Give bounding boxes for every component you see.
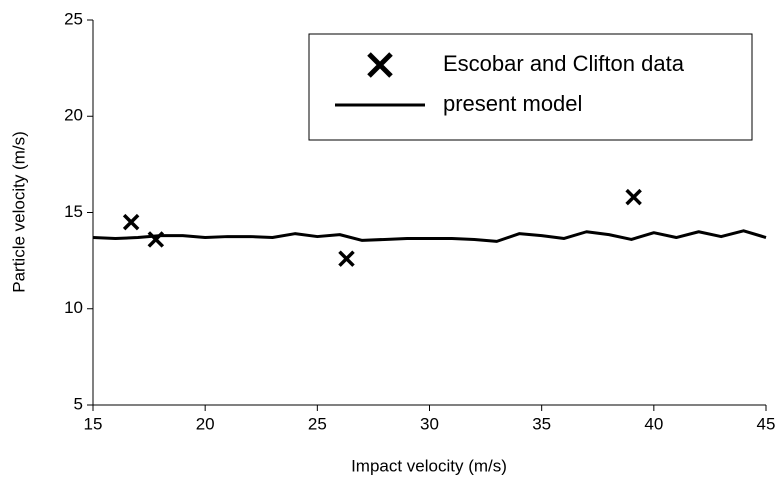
scatter-point — [338, 250, 355, 267]
x-tick-label: 35 — [532, 414, 551, 433]
x-tick-label: 20 — [196, 414, 215, 433]
model-line — [92, 229, 767, 243]
x-tick-label: 40 — [644, 414, 663, 433]
y-tick-label: 10 — [64, 298, 83, 317]
x-tick-label: 15 — [84, 414, 103, 433]
y-axis-label: Particle velocity (m/s) — [9, 131, 28, 293]
y-tick-label: 5 — [74, 394, 83, 413]
y-tick-label: 25 — [64, 9, 83, 28]
x-tick-label: 30 — [420, 414, 439, 433]
x-tick-label: 45 — [757, 414, 776, 433]
y-tick-label: 20 — [64, 106, 83, 125]
x-axis-label: Impact velocity (m/s) — [351, 456, 507, 475]
x-tick-label: 25 — [308, 414, 327, 433]
legend-label: present model — [443, 91, 582, 116]
scatter-point — [625, 188, 642, 206]
legend-marker — [367, 52, 393, 78]
y-tick-label: 15 — [64, 202, 83, 221]
legend-label: Escobar and Clifton data — [443, 51, 685, 76]
scatter-point — [122, 213, 140, 231]
legend-box — [308, 33, 753, 141]
